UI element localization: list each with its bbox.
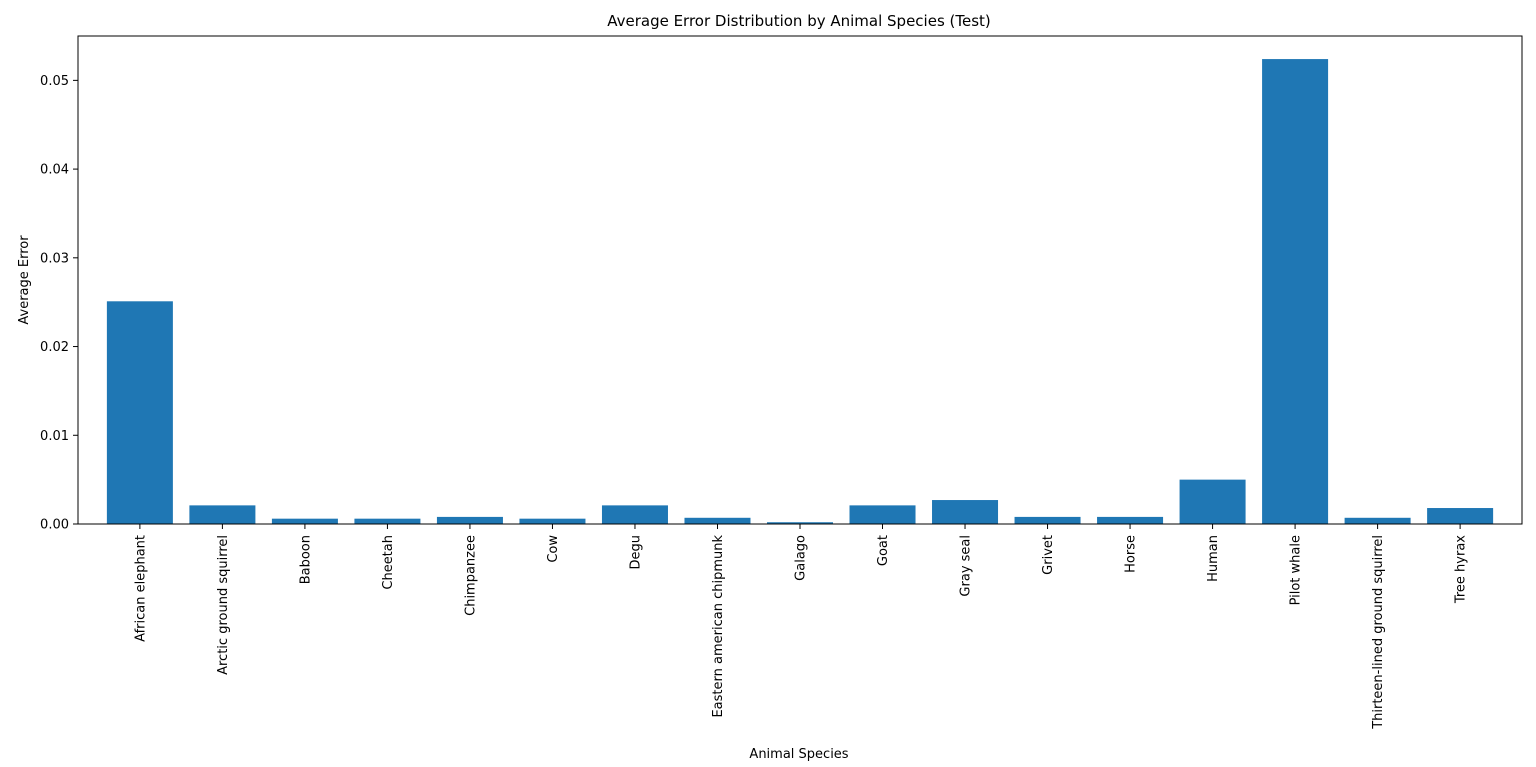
x-tick-label: Eastern american chipmunk xyxy=(711,535,726,718)
x-tick-label: Goat xyxy=(876,535,891,566)
bar xyxy=(436,516,503,524)
x-axis-label: Animal Species xyxy=(749,747,848,762)
bar xyxy=(684,517,751,524)
x-tick-label: African elephant xyxy=(133,535,148,642)
x-tick-label: Cheetah xyxy=(381,535,396,590)
x-tick-label: Chimpanzee xyxy=(463,535,478,616)
x-tick-label: Tree hyrax xyxy=(1454,535,1469,604)
y-tick-label: 0.05 xyxy=(40,74,69,89)
y-tick-label: 0.00 xyxy=(40,518,69,533)
bar xyxy=(1179,479,1246,524)
x-tick-label: Human xyxy=(1206,535,1221,582)
bar xyxy=(106,301,173,524)
x-tick-label: Pilot whale xyxy=(1289,535,1304,605)
bar xyxy=(271,518,338,524)
bar xyxy=(1427,508,1494,524)
x-tick-label: Horse xyxy=(1124,535,1139,573)
bar xyxy=(601,505,668,524)
x-tick-label: Thirteen-lined ground squirrel xyxy=(1371,535,1386,730)
bar xyxy=(1014,516,1081,524)
x-tick-label: Cow xyxy=(546,535,561,563)
bar xyxy=(1344,517,1411,524)
y-axis-label: Average Error xyxy=(17,235,32,325)
bar xyxy=(1262,59,1329,524)
bar xyxy=(189,505,256,524)
bar xyxy=(849,505,916,524)
x-tick-label: Galago xyxy=(794,535,809,581)
bar xyxy=(519,518,586,524)
bar xyxy=(354,518,421,524)
y-tick-label: 0.03 xyxy=(40,251,69,266)
bar xyxy=(766,522,834,524)
y-tick-label: 0.04 xyxy=(40,163,69,178)
x-tick-label: Arctic ground squirrel xyxy=(216,535,231,675)
plot-area: 0.00 0.01 0.02 0.03 0.04 0.05 African elephant… xyxy=(40,35,1523,730)
y-tick-label: 0.02 xyxy=(40,340,69,355)
x-tick-label: Grivet xyxy=(1041,535,1056,575)
x-tick-label: Degu xyxy=(628,535,643,570)
y-tick-label: 0.01 xyxy=(40,429,69,444)
bar xyxy=(1097,516,1164,524)
bar xyxy=(932,500,999,524)
chart-title: Average Error Distribution by Animal Spe… xyxy=(607,12,991,30)
x-tick-label: Baboon xyxy=(298,535,313,584)
x-tick-label: Gray seal xyxy=(959,535,974,597)
